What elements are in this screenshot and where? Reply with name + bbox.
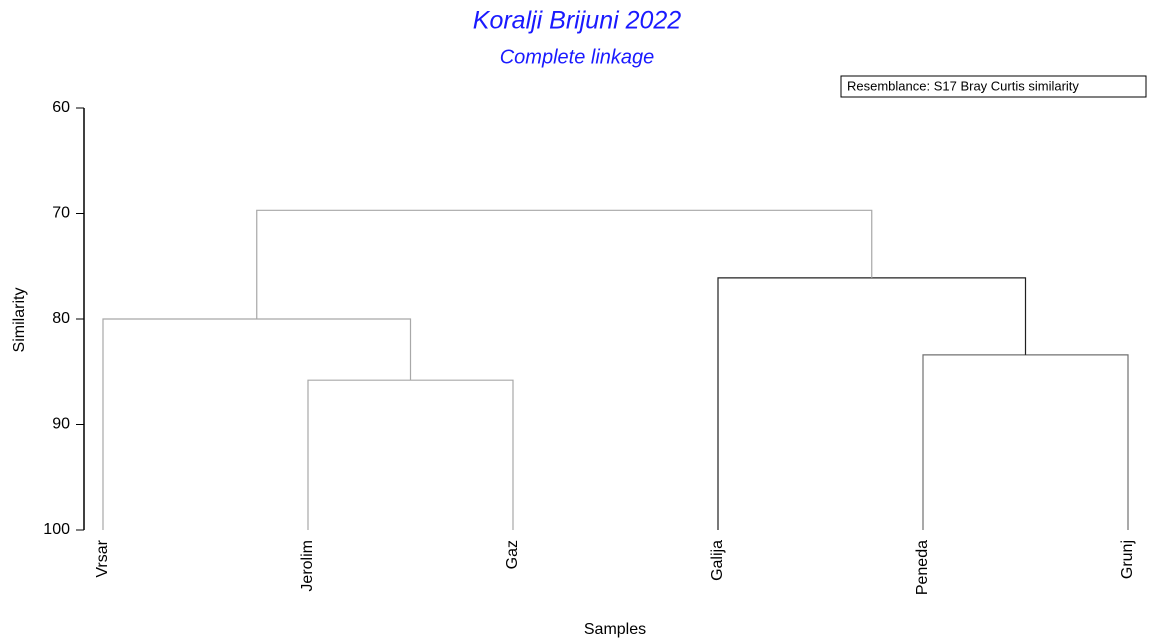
x-axis-label: Samples <box>584 621 646 638</box>
leaf-label: Grunj <box>1119 540 1136 579</box>
dendrogram-link <box>307 379 514 530</box>
leaf-label: Vrsar <box>94 539 111 577</box>
y-tick-label: 100 <box>43 521 70 538</box>
y-tick-label: 90 <box>52 416 70 433</box>
dendrogram-link <box>922 354 1129 530</box>
leaf-label: Galija <box>709 540 726 581</box>
y-tick-label: 70 <box>52 205 70 222</box>
legend-box <box>840 75 1147 98</box>
leaf-label: Gaz <box>504 540 521 569</box>
y-tick-label: 80 <box>52 310 70 327</box>
chart-subtitle: Complete linkage <box>500 46 655 68</box>
leaf-label: Jerolim <box>299 540 316 592</box>
dendrogram-link <box>256 209 873 319</box>
dendrogram-link <box>717 277 1027 530</box>
y-tick-label: 60 <box>52 99 70 116</box>
leaf-label: Peneda <box>914 540 931 595</box>
chart-title: Koralji Brijuni 2022 <box>473 7 682 35</box>
legend-text: Resemblance: S17 Bray Curtis similarity <box>847 78 1079 93</box>
y-axis-label: Similarity <box>11 288 28 353</box>
dendrogram-link <box>102 318 412 530</box>
